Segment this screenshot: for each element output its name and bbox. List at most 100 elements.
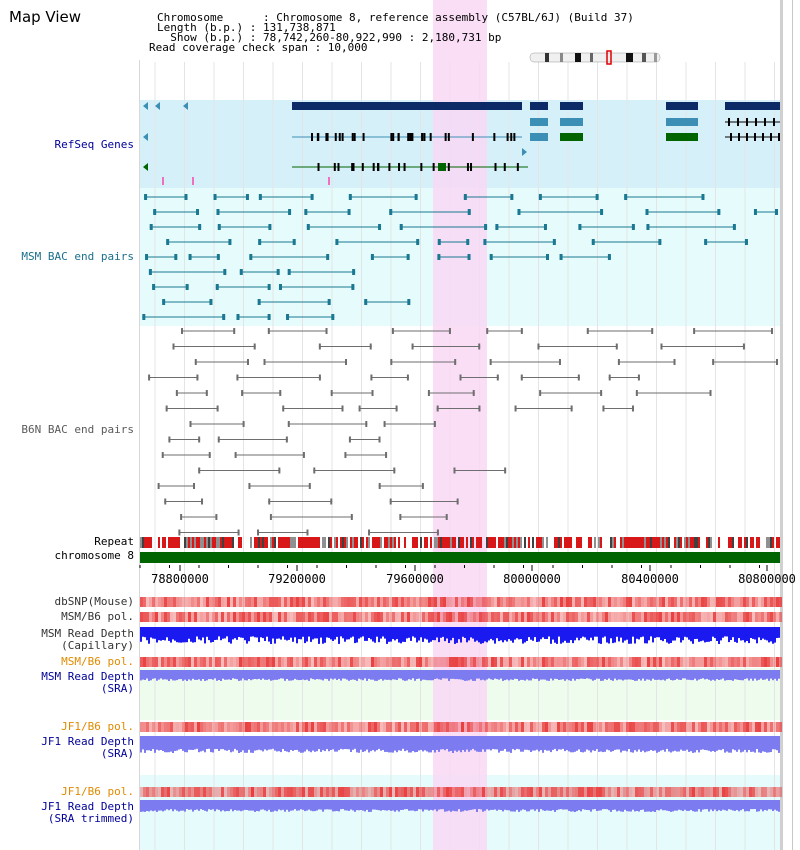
msm-pol-heat-cell (203, 612, 206, 622)
jf1-pol-trimmed-heat-cell (227, 787, 230, 797)
msm-sra-depth-bar (622, 670, 624, 681)
jf1-trimmed-depth-bar (170, 800, 172, 810)
jf1-sra-depth-bar (194, 736, 196, 750)
jf1-pol-heat-cell (587, 722, 590, 732)
jf1-trimmed-depth-bar (716, 800, 718, 812)
dbsnp-heat-cell (698, 597, 701, 607)
repeat-segment (668, 537, 670, 548)
jf1-pol-heat-cell (188, 722, 191, 732)
msm-bac-end (701, 194, 705, 200)
jf1-trimmed-depth-bar (314, 800, 316, 812)
repeat-segment (770, 537, 772, 548)
jf1-pol-heat-cell (650, 722, 653, 732)
msm-capillary-depth-bar (204, 627, 206, 644)
msm-capillary-depth-bar (484, 627, 486, 642)
b6n-bac-end (344, 452, 347, 458)
jf1-sra-depth-bar (432, 736, 434, 751)
b6n-bac-end (770, 328, 773, 334)
msm-pol-heat-cell (599, 612, 602, 622)
msm-pol-heat-cell (593, 612, 596, 622)
jf1-sra-depth-bar (630, 736, 632, 753)
jf1-pol-trimmed-heat-cell (689, 787, 692, 797)
msm-capillary-depth-bar (722, 627, 724, 638)
msm-sra-depth-bar (682, 670, 684, 679)
dbsnp-heat-cell (281, 597, 284, 607)
msm-capillary-depth-bar (742, 627, 744, 641)
jf1-pol-trimmed-heat-cell (314, 787, 317, 797)
repeat-segment (578, 537, 580, 548)
jf1-sra-depth-bar (610, 736, 612, 752)
jf1-sra-depth-bar (424, 736, 426, 751)
jf1-trimmed-depth-bar (366, 800, 368, 810)
jf1-trimmed-depth-bar (202, 800, 204, 810)
msm-pol-sra-heat-cell (518, 657, 521, 667)
msm-pol-sra-heat-cell (353, 657, 356, 667)
jf1-trimmed-depth-bar (632, 800, 634, 810)
msm-capillary-depth-bar (490, 627, 492, 639)
jf1-pol-trimmed-heat-cell (239, 787, 242, 797)
msm-pol-heat-cell (692, 612, 695, 622)
jf1-pol-heat-cell (203, 722, 206, 732)
msm-pol-sra-heat-cell (713, 657, 716, 667)
jf1-trimmed-depth-bar (590, 800, 592, 812)
jf1-sra-depth-bar (392, 736, 394, 753)
b6n-bac-end (615, 343, 618, 350)
dbsnp-heat-cell (614, 597, 617, 607)
b6n-bac-end (436, 405, 439, 412)
dbsnp-heat-cell (464, 597, 467, 607)
jf1-sra-depth-bar (200, 736, 202, 752)
jf1-pol-trimmed-heat-cell (194, 787, 197, 797)
jf1-pol-trimmed-heat-cell (617, 787, 620, 797)
msm-capillary-depth-bar (582, 627, 584, 637)
jf1-trimmed-depth-bar (324, 800, 326, 810)
dbsnp-heat-cell (362, 597, 365, 607)
jf1-pol-heat-cell (506, 722, 509, 732)
jf1-pol-trimmed-heat-cell (326, 787, 329, 797)
gene-exon (503, 163, 506, 171)
msm-capillary-depth-bar (752, 627, 754, 639)
jf1-pol-trimmed-heat-cell (698, 787, 701, 797)
msm-pol-heat-cell (425, 612, 428, 622)
msm-sra-depth-bar (590, 670, 592, 680)
msm-capillary-depth-bar (378, 627, 380, 643)
msm-capillary-depth-bar (644, 627, 646, 644)
msm-capillary-depth-bar (778, 627, 780, 638)
jf1-pol-trimmed-heat-cell (281, 787, 284, 797)
msm-sra-depth-bar (548, 670, 550, 681)
repeat-segment (298, 537, 300, 548)
msm-pol-heat-cell (263, 612, 266, 622)
msm-capillary-depth-bar (384, 627, 386, 639)
jf1-trimmed-depth-bar (446, 800, 448, 812)
msm-pol-sra-heat-cell (482, 657, 485, 667)
jf1-pol-trimmed-heat-cell (491, 787, 494, 797)
msm-capillary-depth-bar (748, 627, 750, 644)
msm-sra-depth-bar (586, 670, 588, 679)
msm-pol-heat-cell (461, 612, 464, 622)
msm-sra-depth-bar (290, 670, 292, 681)
jf1-pol-heat-cell (620, 722, 623, 732)
msm-pol-heat-cell (287, 612, 290, 622)
msm-pol-sra-heat-cell (590, 657, 593, 667)
msm-sra-depth-bar (538, 670, 540, 681)
b6n-bac-end (478, 405, 481, 412)
msm-sra-depth-bar (362, 670, 364, 681)
repeat-segment (250, 537, 252, 548)
dbsnp-heat-cell (278, 597, 281, 607)
jf1-trimmed-depth-bar (678, 800, 680, 810)
msm-capillary-depth-bar (418, 627, 420, 641)
msm-capillary-depth-bar (154, 627, 156, 639)
jf1-sra-depth-bar (300, 736, 302, 753)
jf1-trimmed-depth-bar (422, 800, 424, 812)
jf1-sra-depth-bar (170, 736, 172, 752)
msm-pol-heat-cell (368, 612, 371, 622)
msm-bac-end (607, 254, 611, 260)
msm-pol-heat-cell (773, 612, 776, 622)
jf1-pol-trimmed-heat-cell (641, 787, 644, 797)
repeat-segment (228, 537, 230, 548)
ideogram-band (654, 53, 657, 62)
repeat-segment (214, 537, 216, 548)
repeat-segment (412, 537, 414, 548)
msm-pol-sra-heat-cell (473, 657, 476, 667)
msm-sra-depth-bar (168, 670, 170, 681)
